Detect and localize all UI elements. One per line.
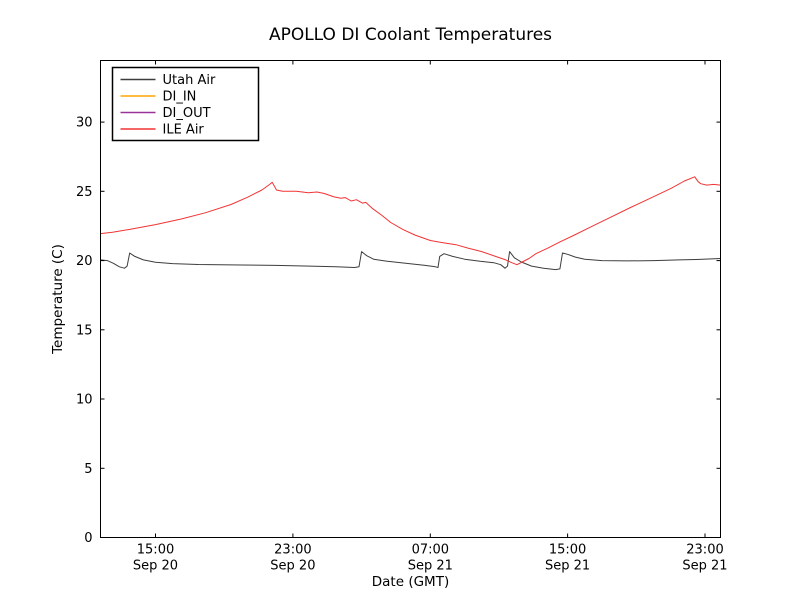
y-tick-label: 0 [84, 531, 92, 546]
x-tick-label: 23:00 Sep 21 [682, 543, 727, 574]
legend-label: DI_OUT [163, 106, 211, 121]
y-tick-label: 15 [76, 323, 93, 338]
series-lines [100, 176, 721, 271]
series-line-ile-air [100, 176, 721, 266]
x-axis: 15:00 Sep 20 23:00 Sep 20 07:00 Sep 21 15:00 Se… [133, 60, 728, 574]
x-axis-label: Date (GMT) [372, 574, 449, 590]
y-tick-label: 5 [84, 462, 92, 477]
legend-entry: ILE Air [120, 123, 205, 138]
x-tick-label: 15:00 Sep 20 [133, 543, 178, 574]
x-tick-label: 23:00 Sep 20 [270, 543, 315, 574]
series-line-utah-air [100, 251, 721, 271]
x-tick-label: 15:00 Sep 21 [545, 543, 590, 574]
x-tick-label: 07:00 Sep 21 [408, 543, 453, 574]
legend-entry: DI_IN [120, 90, 197, 105]
y-tick-label: 10 [76, 393, 93, 408]
legend-entry: DI_OUT [120, 106, 211, 121]
axes-frame [100, 60, 721, 538]
y-tick-label: 30 [76, 116, 93, 131]
y-tick-label: 20 [76, 254, 93, 269]
y-tick-label: 25 [76, 185, 93, 200]
chart-title: APOLLO DI Coolant Temperatures [269, 25, 552, 45]
y-axis: 0 5 10 15 20 25 30 [76, 116, 721, 546]
legend-label: DI_IN [163, 90, 197, 105]
legend-label: Utah Air [163, 73, 216, 88]
legend-label: ILE Air [163, 123, 205, 138]
legend-entry: Utah Air [120, 73, 216, 88]
y-axis-label: Temperature (C) [50, 244, 66, 355]
